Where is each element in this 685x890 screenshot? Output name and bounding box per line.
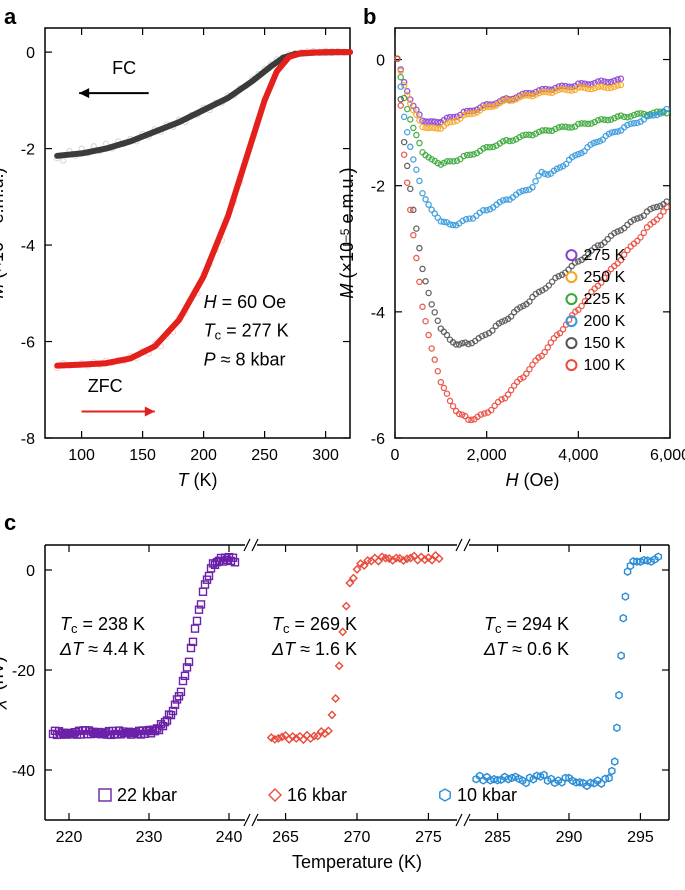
svg-text:-4: -4 bbox=[371, 305, 385, 322]
svg-text:100 K: 100 K bbox=[583, 357, 625, 374]
svg-text:230: 230 bbox=[136, 829, 163, 846]
svg-text:-6: -6 bbox=[371, 431, 385, 448]
svg-text:T (K): T (K) bbox=[178, 470, 218, 490]
svg-text:M (×10–6 e.m.u.): M (×10–6 e.m.u.) bbox=[0, 168, 7, 299]
svg-text:220: 220 bbox=[56, 829, 83, 846]
svg-text:22 kbar: 22 kbar bbox=[117, 785, 177, 805]
svg-text:-8: -8 bbox=[21, 431, 35, 448]
svg-text:150: 150 bbox=[129, 447, 156, 464]
svg-text:-40: -40 bbox=[12, 763, 35, 780]
svg-text:0: 0 bbox=[26, 563, 35, 580]
svg-text:295: 295 bbox=[627, 829, 654, 846]
svg-text:225 K: 225 K bbox=[583, 291, 625, 308]
svg-text:0: 0 bbox=[376, 53, 385, 70]
svg-text:290: 290 bbox=[556, 829, 583, 846]
svg-text:100: 100 bbox=[68, 447, 95, 464]
svg-text:-2: -2 bbox=[371, 179, 385, 196]
svg-text:200: 200 bbox=[190, 447, 217, 464]
svg-text:265: 265 bbox=[272, 829, 299, 846]
svg-text:Tc = 277 K: Tc = 277 K bbox=[204, 321, 289, 343]
svg-text:ΔT ≈ 4.4 K: ΔT ≈ 4.4 K bbox=[59, 639, 145, 659]
svg-text:Temperature (K): Temperature (K) bbox=[292, 852, 422, 872]
svg-text:4,000: 4,000 bbox=[558, 447, 598, 464]
svg-text:FC: FC bbox=[112, 58, 136, 78]
svg-text:Tc = 238 K: Tc = 238 K bbox=[60, 614, 145, 636]
svg-text:-20: -20 bbox=[12, 663, 35, 680]
svg-text:250: 250 bbox=[251, 447, 278, 464]
svg-text:0: 0 bbox=[26, 45, 35, 62]
panel-b-chart: 0 2,000 4,000 6,000 0 -2 -4 -6 H (Oe) M (×10–5 e.… bbox=[335, 18, 685, 508]
svg-text:H (Oe): H (Oe) bbox=[505, 470, 559, 490]
svg-text:200 K: 200 K bbox=[583, 313, 625, 330]
svg-text:250 K: 250 K bbox=[583, 269, 625, 286]
svg-text:240: 240 bbox=[216, 829, 243, 846]
panel-c-chart: 220 230 240 265 270 275 285 290 295 0 -20 -40 Temper… bbox=[0, 535, 685, 890]
svg-text:-4: -4 bbox=[21, 238, 35, 255]
svg-text:275: 275 bbox=[415, 829, 442, 846]
svg-text:P ≈ 8 kbar: P ≈ 8 kbar bbox=[204, 350, 286, 370]
svg-text:0: 0 bbox=[391, 447, 400, 464]
svg-text:ZFC: ZFC bbox=[88, 376, 123, 396]
svg-text:H = 60 Oe: H = 60 Oe bbox=[204, 292, 287, 312]
panel-a-chart: 1001502002503000-2-4-6-8T (K)M (×10–6 e.… bbox=[0, 18, 370, 508]
svg-text:ΔT ≈ 1.6 K: ΔT ≈ 1.6 K bbox=[271, 639, 357, 659]
svg-text:2,000: 2,000 bbox=[467, 447, 507, 464]
svg-text:Tc = 269 K: Tc = 269 K bbox=[272, 614, 357, 636]
svg-text:χ′ (nV): χ′ (nV) bbox=[0, 656, 7, 710]
svg-text:285: 285 bbox=[484, 829, 511, 846]
svg-text:Tc = 294 K: Tc = 294 K bbox=[484, 614, 569, 636]
svg-text:150 K: 150 K bbox=[583, 335, 625, 352]
panel-label-c: c bbox=[4, 510, 16, 536]
svg-text:-2: -2 bbox=[21, 142, 35, 159]
svg-text:10 kbar: 10 kbar bbox=[457, 785, 517, 805]
svg-text:270: 270 bbox=[344, 829, 371, 846]
svg-text:M (×10–5 e.m.u.): M (×10–5 e.m.u.) bbox=[337, 168, 357, 299]
svg-text:ΔT ≈ 0.6 K: ΔT ≈ 0.6 K bbox=[483, 639, 569, 659]
svg-text:275 K: 275 K bbox=[583, 247, 625, 264]
svg-text:6,000: 6,000 bbox=[650, 447, 685, 464]
svg-text:-6: -6 bbox=[21, 335, 35, 352]
svg-text:16 kbar: 16 kbar bbox=[287, 785, 347, 805]
